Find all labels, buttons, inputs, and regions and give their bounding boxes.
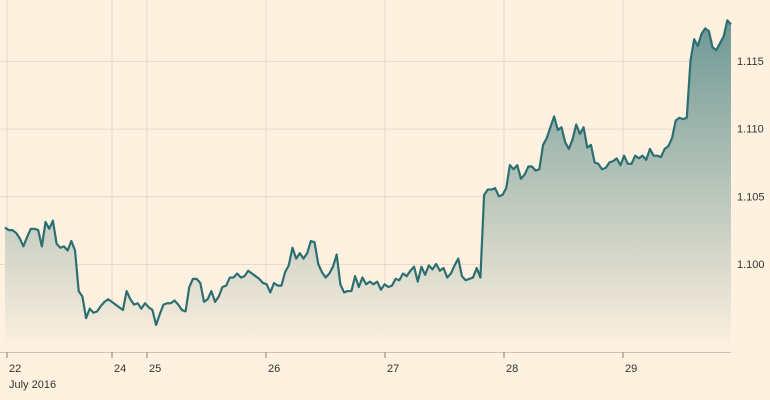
x-tick-label: 24 <box>114 363 126 375</box>
x-axis: 22 24 25 26 27 28 29 July 2016 <box>6 352 637 391</box>
x-tick-label: 22 <box>9 363 21 375</box>
y-axis: 1.100 1.105 1.110 1.115 <box>737 56 765 271</box>
y-tick-label: 1.110 <box>737 124 764 136</box>
y-tick-label: 1.105 <box>737 191 765 203</box>
x-tick-label: 26 <box>268 363 280 375</box>
x-tick-label: 25 <box>149 363 161 375</box>
y-tick-label: 1.100 <box>737 259 765 271</box>
grid <box>0 0 731 353</box>
y-tick-label: 1.115 <box>737 56 764 68</box>
x-tick-label: 28 <box>506 363 518 375</box>
price-area <box>5 20 731 353</box>
x-tick-label: 27 <box>387 363 399 375</box>
x-axis-month-label: July 2016 <box>9 379 56 391</box>
x-tick-label: 29 <box>625 363 637 375</box>
price-line <box>4 19 732 327</box>
